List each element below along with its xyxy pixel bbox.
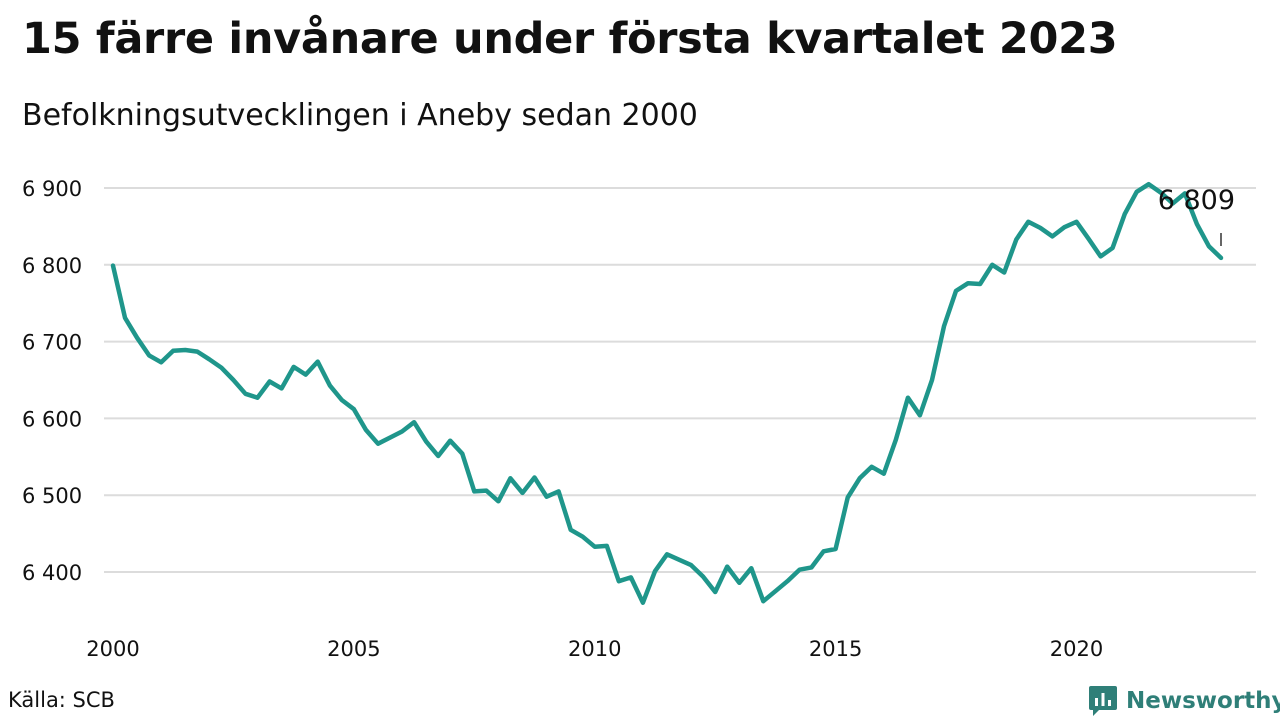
chart-title: 15 färre invånare under första kvartalet… — [22, 14, 1118, 64]
x-tick-label: 2020 — [1050, 637, 1103, 661]
y-tick-label: 6 900 — [22, 177, 82, 201]
y-tick-label: 6 500 — [22, 484, 82, 508]
x-tick-label: 2005 — [327, 637, 380, 661]
x-tick-label: 2015 — [809, 637, 862, 661]
source-note: Källa: SCB — [8, 688, 115, 712]
y-tick-label: 6 600 — [22, 407, 82, 431]
end-value-label: 6 809 — [1158, 185, 1235, 216]
y-tick-label: 6 400 — [22, 561, 82, 585]
x-tick-label: 2010 — [568, 637, 621, 661]
brand-name: Newsworthy — [1126, 688, 1280, 714]
y-tick-label: 6 800 — [22, 254, 82, 278]
brand: Newsworthy — [1088, 684, 1280, 718]
series-line — [110, 181, 1224, 605]
newsworthy-logo-icon — [1089, 686, 1117, 716]
x-tick-label: 2000 — [86, 637, 139, 661]
chart-subtitle: Befolkningsutvecklingen i Aneby sedan 20… — [22, 98, 698, 133]
y-tick-label: 6 700 — [22, 331, 82, 355]
